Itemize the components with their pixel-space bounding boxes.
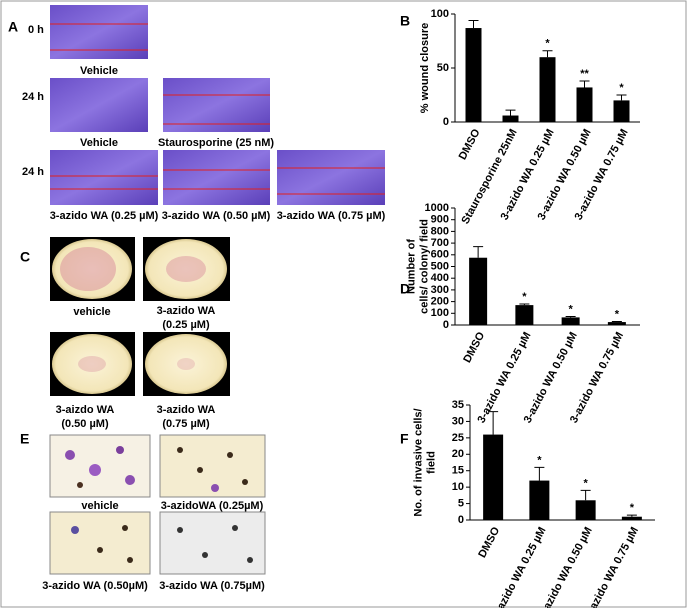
panel-label: A: [8, 19, 18, 35]
y-tick-label: 30: [452, 415, 464, 427]
caption: (0.25 µM): [162, 319, 210, 331]
y-tick-label: 500: [431, 260, 449, 272]
y-tick-label: 0: [443, 319, 449, 331]
bar: [529, 480, 550, 520]
caption: Staurosporine (25 nM): [158, 137, 274, 149]
error-bar: [542, 50, 553, 58]
y-tick-label: 200: [431, 296, 449, 308]
y-tick-label: 5: [458, 497, 464, 509]
row-label: 24 h: [22, 91, 44, 103]
panel-label: C: [20, 249, 30, 265]
bar: [539, 57, 556, 123]
caption: 3-azido WA (0.50 µM): [162, 210, 271, 222]
significance-marker: *: [537, 454, 542, 466]
error-bar: [534, 466, 545, 481]
bar: [515, 305, 534, 325]
error-bar: [626, 514, 637, 517]
y-tick-label: 100: [431, 307, 449, 319]
y-tick-label: 50: [437, 62, 449, 74]
caption: Vehicle: [80, 137, 118, 149]
significance-marker: *: [630, 502, 635, 514]
caption: 3-azido WA (0.25 µM): [50, 210, 159, 222]
row-label: 24 h: [22, 166, 44, 178]
y-tick-label: 35: [452, 399, 464, 411]
panel-label: D: [400, 281, 410, 297]
micrographs: [50, 5, 385, 205]
error-bar: [580, 489, 591, 501]
caption: 3-azidoWA (0.25µM): [161, 500, 264, 512]
y-tick-label: 300: [431, 284, 449, 296]
error-bar: [616, 94, 627, 101]
error-bar: [565, 315, 576, 318]
panel-label: B: [400, 13, 410, 29]
y-axis-label: No. of invasive cells/: [412, 408, 424, 516]
bar: [607, 322, 626, 325]
row-label: 0 h: [28, 24, 44, 36]
caption: vehicle: [81, 500, 118, 512]
colony-images: [50, 237, 230, 396]
y-tick-label: 900: [431, 214, 449, 226]
y-tick-label: 400: [431, 272, 449, 284]
bar: [576, 87, 593, 122]
error-bar: [488, 411, 499, 435]
significance-marker: *: [522, 291, 527, 303]
error-bar: [505, 109, 516, 116]
y-tick-label: 1000: [425, 202, 449, 214]
caption: (0.50 µM): [61, 418, 109, 430]
bar: [469, 257, 488, 325]
caption: 3-azido WA: [157, 404, 216, 416]
bar: [561, 317, 580, 325]
y-axis-label: field: [425, 451, 437, 474]
error-bar: [519, 303, 530, 306]
significance-marker: *: [615, 308, 620, 320]
y-tick-label: 800: [431, 225, 449, 237]
y-tick-label: 700: [431, 237, 449, 249]
bar: [502, 115, 519, 122]
error-bar: [473, 246, 484, 258]
significance-marker: *: [619, 82, 624, 94]
bar: [621, 516, 642, 520]
significance-marker: *: [545, 38, 550, 50]
y-tick-label: 20: [452, 448, 464, 460]
y-axis-label: Number of: [405, 239, 417, 294]
y-tick-label: 10: [452, 481, 464, 493]
caption: 3-azido WA (0.75 µM): [277, 210, 386, 222]
panel-label: F: [400, 431, 409, 447]
caption: (0.75 µM): [162, 418, 210, 430]
y-tick-label: 0: [443, 116, 449, 128]
caption: 3-azido WA (0.50µM): [42, 580, 148, 592]
caption: Vehicle: [80, 65, 118, 77]
y-tick-label: 600: [431, 249, 449, 261]
error-bar: [579, 80, 590, 88]
y-tick-label: 100: [431, 8, 449, 20]
significance-marker: *: [583, 477, 588, 489]
bar: [483, 434, 504, 520]
bar: [575, 500, 596, 520]
y-axis-label: % wound closure: [419, 23, 431, 113]
y-axis-label: cells/ colony/ field: [418, 219, 430, 314]
invasion-images: [49, 434, 266, 575]
caption: vehicle: [73, 306, 110, 318]
error-bar: [468, 19, 479, 29]
caption: 3-azido WA: [157, 305, 216, 317]
y-tick-label: 25: [452, 432, 464, 444]
y-tick-label: 15: [452, 465, 464, 477]
significance-marker: **: [580, 68, 589, 80]
significance-marker: *: [568, 303, 573, 315]
bar: [613, 100, 630, 122]
y-tick-label: 0: [458, 514, 464, 526]
error-bar: [611, 320, 622, 323]
panel-label: E: [20, 431, 29, 447]
bar: [465, 28, 482, 122]
caption: 3-azido WA (0.75µM): [159, 580, 265, 592]
caption: 3-aizdo WA: [56, 404, 115, 416]
